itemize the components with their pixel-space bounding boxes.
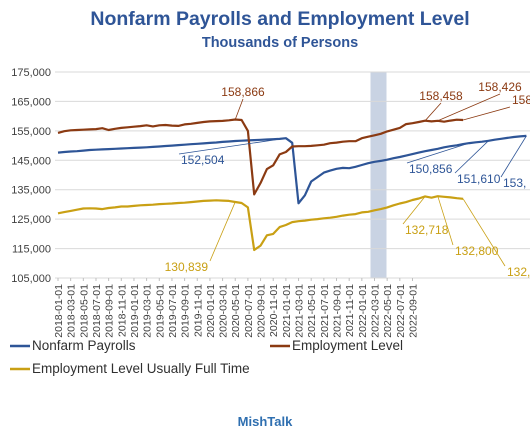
x-tick-label: 2018-01-01 [53, 284, 65, 338]
x-tick-label: 2019-03-01 [142, 284, 154, 338]
x-tick-label: 2018-11-01 [116, 284, 128, 337]
x-tick-label: 2021-09-01 [332, 284, 344, 338]
x-tick-label: 2018-05-01 [78, 284, 90, 338]
annotation-label: 132, [507, 265, 530, 279]
x-tick-label: 2020-05-01 [230, 284, 242, 338]
annotation-label: 158,426 [478, 80, 522, 94]
annotation-label: 158,866 [221, 85, 265, 99]
y-tick-label: 125,000 [11, 214, 51, 226]
y-tick-label: 105,000 [11, 273, 51, 285]
annotation-label: 152,504 [181, 153, 225, 167]
legend-label-employment: Employment Level [292, 338, 403, 353]
x-tick-label: 2021-05-01 [306, 284, 318, 338]
x-tick-label: 2020-09-01 [256, 284, 268, 338]
recession-shading [370, 72, 387, 278]
x-tick-label: 2019-07-01 [167, 284, 179, 338]
annotation-leader [406, 142, 470, 164]
legend-label-payrolls: Nonfarm Payrolls [32, 338, 136, 353]
annotation-leader [437, 196, 454, 246]
annotation-label: 158,458 [419, 89, 463, 103]
series-line-payrolls [57, 134, 527, 205]
y-tick-label: 135,000 [11, 185, 51, 197]
annotation-leader [462, 198, 506, 267]
y-tick-label: 115,000 [12, 244, 51, 256]
x-tick-label: 2022-07-01 [395, 284, 407, 338]
annotation-leader [234, 98, 244, 120]
y-tick-label: 145,000 [11, 155, 51, 167]
x-tick-label: 2019-05-01 [154, 284, 166, 338]
x-tick-label: 2021-01-01 [281, 284, 293, 338]
legend-label-fulltime: Employment Level Usually Full Time [32, 361, 250, 376]
x-tick-label: 2022-05-01 [382, 284, 394, 338]
annotation-leader [454, 140, 489, 174]
annotation-label: 132,718 [405, 223, 449, 237]
annotation-leader [424, 102, 442, 121]
annotation-leader [463, 106, 511, 121]
plot-area: 105,000 115,000 125,000 135,000 145,000 155,0… [11, 67, 530, 338]
annotation-label: 153, [503, 176, 526, 190]
x-tick-label: 2018-03-01 [66, 284, 78, 338]
annotation-label: 130,839 [165, 260, 209, 274]
x-tick-label: 2019-11-01 [192, 284, 204, 337]
legend: Nonfarm Payrolls Employment Level Employme… [10, 338, 403, 376]
x-tick-label: 2022-03-01 [370, 284, 382, 338]
chart-subtitle: Thousands of Persons [202, 35, 358, 51]
annotation-label: 132,800 [455, 244, 499, 258]
annotation-label: 150,856 [409, 162, 453, 176]
x-tick-label: 2021-11-01 [344, 284, 356, 337]
x-tick-label: 2018-07-01 [91, 284, 103, 338]
annotation-leader [437, 93, 501, 122]
footer-brand: MishTalk [238, 414, 293, 429]
x-tick-label: 2018-09-01 [104, 284, 116, 338]
annotation-leader [178, 137, 286, 155]
x-tick-label: 2020-01-01 [205, 284, 217, 338]
series-line-employment [57, 118, 464, 196]
x-tick-label: 2020-11-01 [268, 284, 280, 337]
x-tick-label: 2022-09-01 [407, 284, 419, 338]
annotation-label: 151,610 [457, 172, 501, 186]
x-tick-label: 2020-07-01 [243, 284, 255, 338]
x-tick-label: 2019-09-01 [180, 284, 192, 338]
annotation-leader [500, 135, 527, 178]
y-tick-label: 155,000 [11, 126, 51, 138]
y-tick-label: 175,000 [11, 67, 51, 79]
y-tick-label: 165,000 [11, 96, 51, 108]
x-tick-label: 2021-03-01 [294, 284, 306, 338]
annotation-label: 158 [512, 93, 530, 107]
x-tick-label: 2021-07-01 [319, 284, 331, 338]
x-tick-label: 2020-03-01 [218, 284, 230, 338]
annotation-leader [209, 201, 236, 262]
chart-title: Nonfarm Payrolls and Employment Level [90, 8, 469, 30]
annotation-leader [402, 196, 426, 225]
x-tick-label: 2019-01-01 [129, 284, 141, 338]
series-line-fulltime [57, 195, 464, 252]
x-tick-label: 2022-01-01 [357, 284, 369, 338]
